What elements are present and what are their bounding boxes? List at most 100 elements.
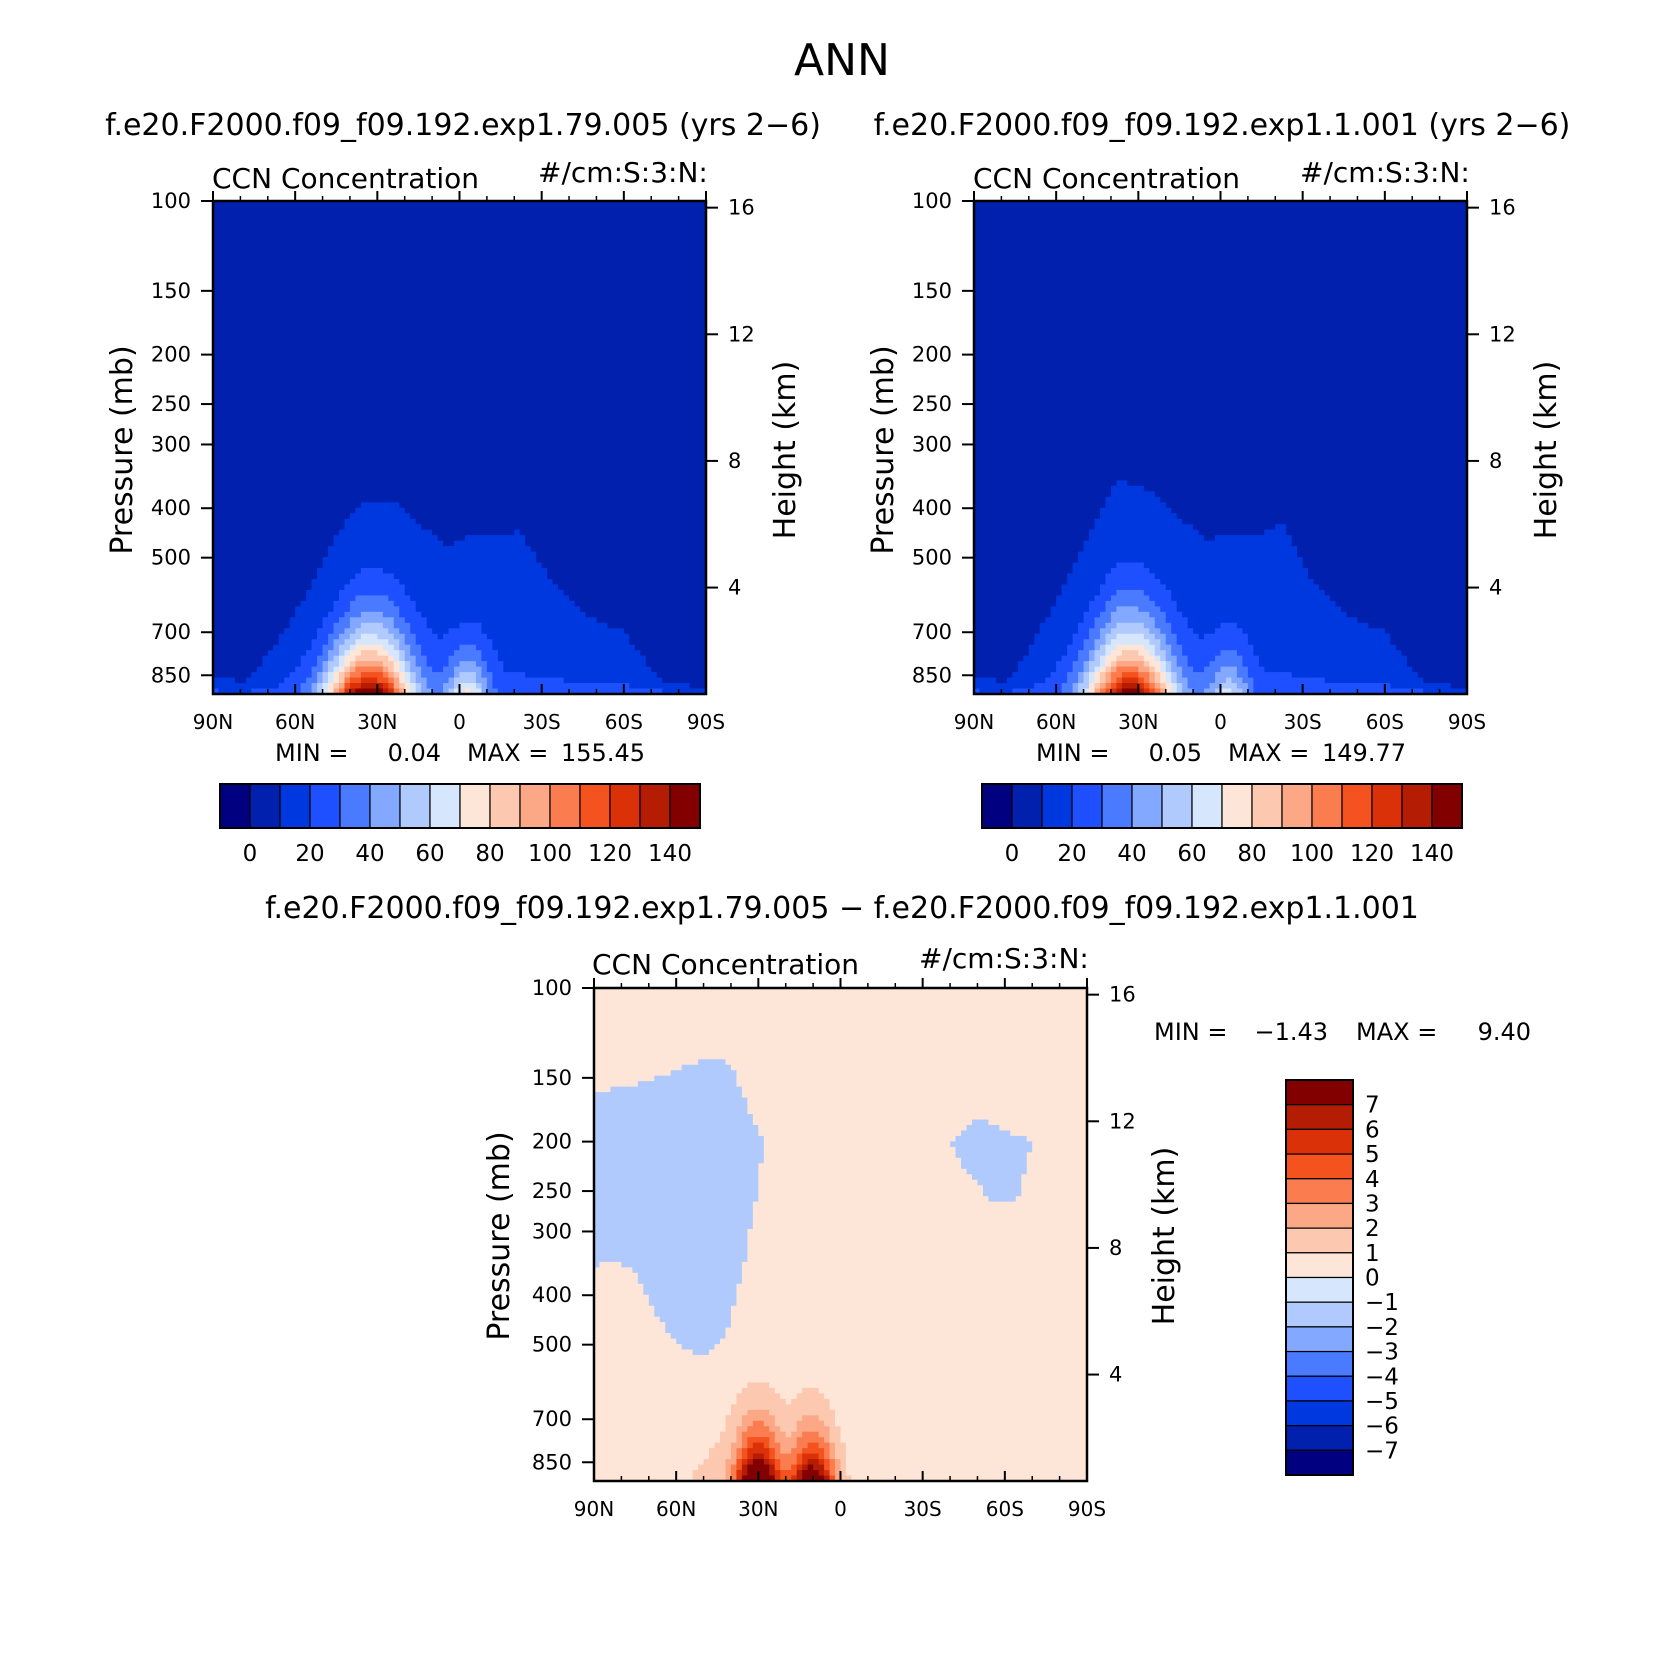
- panel-right-contour-cell: [1094, 524, 1194, 531]
- panel-diff-contour-cell: [599, 1261, 622, 1268]
- panel-diff-contour-cell: [736, 1294, 1088, 1301]
- panel-right-contour-cell: [1215, 628, 1244, 635]
- panel-right-contour-cell: [974, 233, 1468, 240]
- panel-right-contour-cell: [1061, 683, 1074, 690]
- panel-right-contour-cell: [1078, 672, 1085, 679]
- panel-diff-colorbar-label: −7: [1365, 1438, 1399, 1464]
- panel-right-contour-cell: [1127, 480, 1468, 487]
- panel-right-contour-cell: [974, 600, 1057, 607]
- panel-left-contour-cell: [459, 644, 477, 651]
- panel-right-contour-cell: [1116, 683, 1123, 690]
- panel-diff-ylabel: Pressure (mb): [482, 1131, 517, 1340]
- panel-left-contour-cell: [404, 688, 411, 695]
- panel-left-contour-cell: [338, 672, 346, 679]
- panel-left-contour-cell: [443, 666, 455, 673]
- panel-right-y-tick-label: 100: [912, 189, 952, 213]
- panel-left-contour-cell: [629, 633, 707, 640]
- panel-left-contour-cell: [360, 672, 384, 679]
- panel-left-contour-cell: [213, 381, 707, 388]
- panel-right-contour-cell: [1297, 546, 1468, 553]
- panel-left-height-tick-label: 16: [728, 196, 755, 220]
- panel-diff-contour-cell: [594, 1113, 754, 1121]
- panel-left-x-tick-label: 30S: [523, 710, 561, 734]
- panel-left-contour-cell: [344, 677, 351, 684]
- panel-right-contour-cell: [1149, 688, 1156, 695]
- panel-left-contour-cell: [213, 387, 707, 394]
- panel-right-contour-cell: [1247, 683, 1254, 690]
- panel-left-contour-cell: [262, 661, 302, 668]
- panel-left-contour-cell: [448, 677, 455, 684]
- panel-right-contour-cell: [1143, 655, 1156, 662]
- panel-diff-contour-cell: [594, 1086, 612, 1093]
- panel-diff-colorbar-swatch: [1285, 1104, 1354, 1130]
- panel-right-contour-cell: [1182, 650, 1222, 657]
- panel-right-contour-cell: [1220, 688, 1233, 695]
- panel-right-y-tick-label: 250: [912, 392, 952, 416]
- panel-left-contour-cell: [404, 650, 411, 657]
- panel-right-contour-cell: [1160, 639, 1167, 646]
- panel-left-colorbar-label: 40: [355, 841, 384, 867]
- panel-right-x-tick-label: 90N: [954, 710, 994, 734]
- panel-diff-contour-cell: [747, 1459, 754, 1466]
- panel-diff-contour-cell: [594, 988, 1088, 995]
- panel-right-contour-cell: [1160, 661, 1167, 668]
- panel-left-contour-cell: [213, 672, 252, 679]
- panel-diff-contour-cell: [752, 1459, 765, 1466]
- panel-diff-colorbar-label: −6: [1365, 1414, 1399, 1440]
- panel-right-contour-cell: [974, 414, 1468, 421]
- panel-right-contour-cell: [1116, 606, 1139, 613]
- panel-diff-contour-cell: [747, 1426, 770, 1433]
- panel-right-contour-cell: [1165, 650, 1172, 657]
- panel-left-contour-cell: [393, 622, 411, 629]
- panel-left-contour-cell: [344, 655, 357, 662]
- panel-left-contour-cell: [213, 513, 351, 520]
- panel-diff-colorbar-label: 7: [1365, 1093, 1380, 1119]
- panel-right-contour-cell: [1236, 672, 1249, 679]
- panel-diff-contour-cell: [594, 1349, 694, 1356]
- panel-diff-contour-cell: [665, 1322, 732, 1329]
- panel-right-contour-cell: [1154, 622, 1172, 629]
- panel-left-contour-cell: [322, 661, 329, 668]
- panel-right-contour-cell: [1143, 633, 1156, 640]
- panel-left-contour-cell: [399, 666, 406, 673]
- panel-left-contour-cell: [426, 677, 450, 684]
- panel-right-contour-cell: [1006, 677, 1046, 684]
- panel-left-contour-cell: [306, 677, 318, 684]
- panel-right-colorbar-swatch: [1371, 783, 1403, 829]
- panel-right-contour-cell: [1149, 683, 1156, 690]
- panel-left-contour-cell: [213, 557, 324, 564]
- panel-diff-contour-cell: [594, 1475, 694, 1482]
- panel-diff-contour-cell: [763, 1146, 957, 1153]
- panel-diff-contour-cell: [741, 1092, 1088, 1099]
- panel-diff-contour-cell: [594, 1278, 639, 1285]
- panel-left-contour-cell: [399, 644, 411, 651]
- panel-left-contour-cell: [338, 661, 346, 668]
- panel-right-colorbar-swatch: [1341, 783, 1373, 829]
- panel-left-contour-cell: [432, 666, 444, 673]
- panel-diff-contour-cell: [730, 1316, 1088, 1323]
- panel-diff-contour-cell: [796, 1464, 803, 1471]
- panel-right-contour-cell: [1176, 600, 1337, 607]
- panel-right-max-value: 149.77: [1322, 739, 1406, 767]
- panel-right-contour-cell: [1099, 584, 1167, 591]
- panel-right-contour-cell: [1110, 677, 1118, 684]
- panel-right-colorbar-swatch: [1431, 783, 1463, 829]
- panel-left-contour-cell: [454, 683, 461, 690]
- panel-diff-contour-cell: [747, 1437, 770, 1444]
- panel-left-contour-cell: [459, 683, 477, 690]
- panel-left-contour-cell: [525, 540, 707, 547]
- panel-left-contour-cell: [278, 633, 318, 640]
- panel-diff-contour-cell: [594, 1272, 639, 1279]
- panel-diff-contour-cell: [845, 1459, 1088, 1466]
- panel-right-contour-cell: [1089, 600, 1107, 607]
- panel-diff-contour-cell: [594, 1196, 759, 1203]
- panel-diff-contour-cell: [632, 1267, 743, 1274]
- panel-left-colorbar-label: 100: [528, 841, 572, 867]
- panel-diff-contour-cell: [829, 1442, 836, 1449]
- panel-right-contour-cell: [974, 299, 1468, 306]
- panel-diff-contour-cell: [769, 1453, 776, 1460]
- panel-left-contour-cell: [547, 568, 707, 575]
- panel-right-contour-cell: [974, 283, 1468, 290]
- panel-right-contour-cell: [1105, 496, 1161, 503]
- panel-right-contour-cell: [1067, 578, 1107, 586]
